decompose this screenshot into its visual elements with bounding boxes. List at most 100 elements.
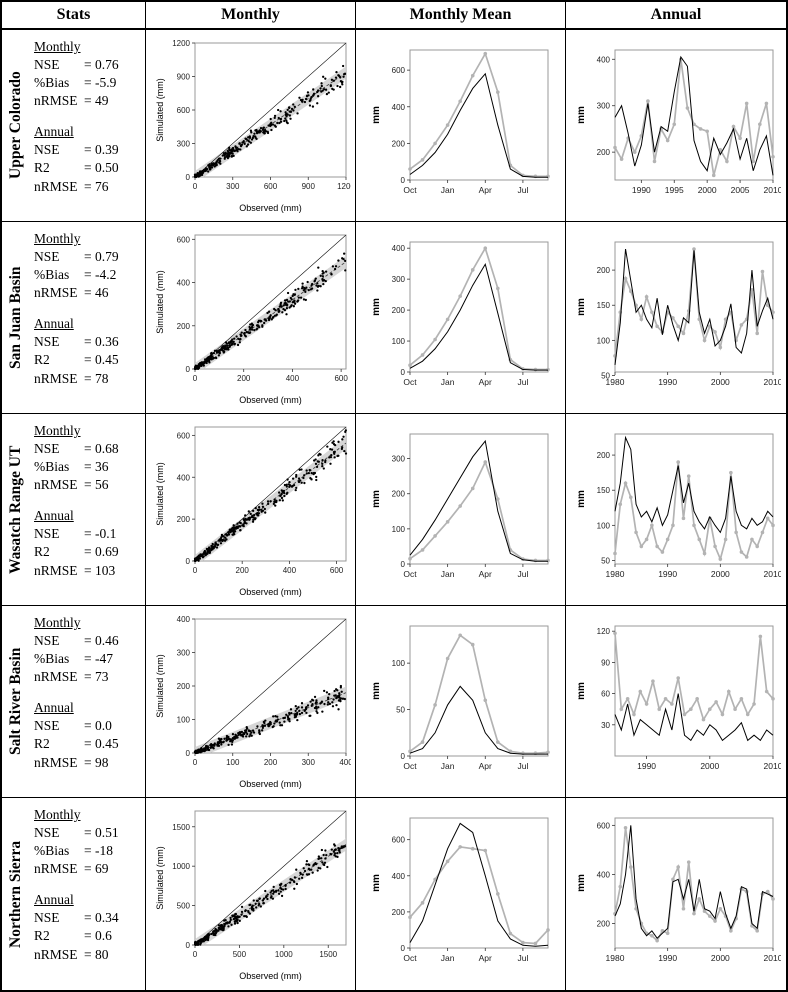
svg-text:100: 100 <box>226 758 240 767</box>
svg-text:0: 0 <box>192 182 197 191</box>
stat-value: = -4.2 <box>84 267 117 283</box>
svg-text:200: 200 <box>391 908 405 917</box>
svg-text:300: 300 <box>391 275 405 284</box>
stats-section-title: Annual <box>34 316 74 332</box>
svg-text:300: 300 <box>391 454 405 463</box>
svg-text:400: 400 <box>597 870 611 879</box>
stats-cell: Upper Colorado Monthly NSE = 0.76 %Bias = -5.… <box>2 30 146 222</box>
svg-text:0: 0 <box>192 566 197 575</box>
svg-text:100: 100 <box>391 659 405 668</box>
svg-text:mm: mm <box>576 106 587 124</box>
svg-text:600: 600 <box>176 106 190 115</box>
svg-text:mm: mm <box>576 298 587 316</box>
stats-block: Monthly NSE = 0.46 %Bias = -47 nRMSE = 73 Annua… <box>30 606 145 797</box>
svg-text:Jul: Jul <box>517 761 528 771</box>
monthly-mean-chart: 0 100 200 300 400 Oct Jan Apr Jul mm <box>371 241 550 387</box>
svg-text:0: 0 <box>400 176 405 185</box>
stat-value: = 0.0 <box>84 718 112 734</box>
svg-text:0: 0 <box>192 758 197 767</box>
svg-text:100: 100 <box>391 524 405 533</box>
svg-text:400: 400 <box>391 872 405 881</box>
svg-text:150: 150 <box>597 486 611 495</box>
stat-line: nRMSE = 78 <box>34 370 143 388</box>
monthly-chart-cell: 0 0 200 200 400 400 600 600 Observed (mm) Simulat… <box>146 222 356 414</box>
stat-label: nRMSE <box>34 562 78 578</box>
svg-text:2005: 2005 <box>731 185 750 195</box>
monthly-mean-chart-cell: 0 100 200 300 Oct Jan Apr Jul mm <box>356 414 566 606</box>
svg-text:Jan: Jan <box>440 953 454 963</box>
svg-text:200: 200 <box>597 919 611 928</box>
svg-text:Apr: Apr <box>478 377 491 387</box>
svg-text:400: 400 <box>176 278 190 287</box>
stat-value: = 0.46 <box>84 633 119 649</box>
svg-text:100: 100 <box>176 715 190 724</box>
stat-label: NSE <box>34 441 60 457</box>
svg-text:120: 120 <box>597 627 611 636</box>
stat-value: = 49 <box>84 93 109 109</box>
svg-text:mm: mm <box>371 874 382 892</box>
stats-block: Monthly NSE = 0.79 %Bias = -4.2 nRMSE = 46 Annu… <box>30 222 145 413</box>
stats-block: Monthly NSE = 0.68 %Bias = 36 nRMSE = 56 Annual… <box>30 414 145 605</box>
svg-text:0: 0 <box>192 950 197 959</box>
svg-text:2000: 2000 <box>698 185 717 195</box>
col-header-monthly: Monthly <box>146 2 356 30</box>
svg-text:Observed (mm): Observed (mm) <box>239 779 302 789</box>
svg-text:Oct: Oct <box>403 185 417 195</box>
annual-chart: 200 400 600 1980 1990 2000 2010 mm <box>576 817 781 963</box>
svg-text:2010: 2010 <box>764 569 781 579</box>
stats-cell: Northern Sierra Monthly NSE = 0.51 %Bias = -1… <box>2 798 146 990</box>
annual-chart-cell: 200 300 400 1990 1995 2000 2005 2010 mm <box>566 30 786 222</box>
svg-text:0: 0 <box>185 365 190 374</box>
stat-line: R2 = 0.50 <box>34 159 143 177</box>
stat-label: nRMSE <box>34 178 78 194</box>
svg-text:1990: 1990 <box>637 761 656 771</box>
stat-line: R2 = 0.45 <box>34 735 143 753</box>
svg-text:Jul: Jul <box>517 569 528 579</box>
svg-text:0: 0 <box>185 557 190 566</box>
svg-text:100: 100 <box>597 521 611 530</box>
stats-cell: Wasatch Range UT Monthly NSE = 0.68 %Bias = 3… <box>2 414 146 606</box>
stat-label: R2 <box>34 352 50 368</box>
svg-text:500: 500 <box>232 950 246 959</box>
stat-label: nRMSE <box>34 370 78 386</box>
svg-text:Oct: Oct <box>403 377 417 387</box>
svg-text:Oct: Oct <box>403 569 417 579</box>
stats-section-title: Annual <box>34 700 74 716</box>
stat-value: = 0.39 <box>84 142 119 158</box>
stat-line: NSE = 0.68 <box>34 440 143 458</box>
svg-text:mm: mm <box>576 874 587 892</box>
stat-line: R2 = 0.6 <box>34 927 143 945</box>
stat-label: NSE <box>34 825 60 841</box>
svg-text:1980: 1980 <box>606 953 625 963</box>
stat-value: = 80 <box>84 946 109 962</box>
svg-text:2000: 2000 <box>711 569 730 579</box>
stat-value: = 69 <box>84 861 109 877</box>
stat-label: %Bias <box>34 75 70 91</box>
stat-line: R2 = 0.69 <box>34 543 143 561</box>
monthly-chart-cell: 00 300 300 600 600 900 900 1200 1200 Observed (mm… <box>146 30 356 222</box>
stat-value: = 0.50 <box>84 160 119 176</box>
monthly-chart-cell: 0 0 200 200 400 400 600 600 Observed (mm) Simulat… <box>146 414 356 606</box>
monthly-mean-chart: 0 200 400 600 Oct Jan Apr Jul mm <box>371 817 550 963</box>
svg-text:900: 900 <box>301 182 315 191</box>
svg-text:500: 500 <box>176 902 190 911</box>
svg-text:200: 200 <box>235 566 249 575</box>
svg-text:50: 50 <box>601 556 610 565</box>
stat-line: %Bias = -18 <box>34 842 143 860</box>
svg-text:Apr: Apr <box>478 569 491 579</box>
stat-line: NSE = 0.46 <box>34 632 143 650</box>
stat-value: = 36 <box>84 459 109 475</box>
stat-value: = -18 <box>84 843 113 859</box>
stat-value: = 0.45 <box>84 736 119 752</box>
svg-text:200: 200 <box>597 451 611 460</box>
stat-label: %Bias <box>34 267 70 283</box>
svg-text:400: 400 <box>282 566 296 575</box>
stat-line: nRMSE = 69 <box>34 860 143 878</box>
svg-text:Simulated (mm): Simulated (mm) <box>155 654 165 718</box>
svg-text:400: 400 <box>391 102 405 111</box>
svg-text:1990: 1990 <box>658 569 677 579</box>
stats-cell: Salt River Basin Monthly NSE = 0.46 %Bias = -… <box>2 606 146 798</box>
svg-text:90: 90 <box>601 658 610 667</box>
stats-block: Monthly NSE = 0.76 %Bias = -5.9 nRMSE = 49 Annu… <box>30 30 145 221</box>
